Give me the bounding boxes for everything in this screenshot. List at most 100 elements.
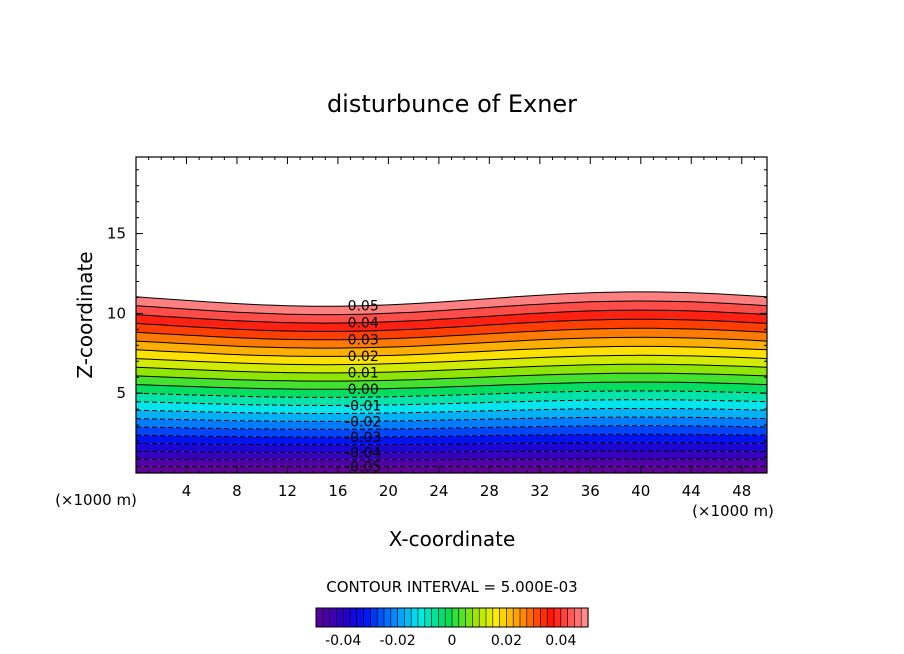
x-tick-label: 4: [182, 482, 192, 500]
x-axis: 4 8 12 16 20 24 28 32 36 40 44 48: [148, 157, 755, 500]
colorbar: [315, 607, 589, 628]
x-tick-label: 16: [328, 482, 347, 500]
contour-band: [136, 442, 767, 453]
colorbar-segment: [444, 607, 453, 628]
contour-line: [135, 354, 768, 366]
y-axis: 5 10 15: [107, 169, 767, 458]
contour-lines: [135, 291, 768, 468]
contour-line: [136, 450, 768, 453]
colorbar-segment: [533, 607, 541, 628]
contour-band: [136, 319, 767, 340]
contour-label: 0.04: [348, 316, 379, 332]
contour-band: [136, 417, 767, 430]
contour-label: 0.03: [348, 332, 379, 348]
colorbar-tick-label: 0.04: [545, 633, 576, 649]
contour-line: [135, 390, 768, 398]
contour-label: -0.04: [345, 445, 381, 461]
colorbar-segment: [410, 607, 419, 628]
x-tick-label: 48: [732, 482, 751, 500]
contour-line: [135, 425, 768, 430]
contour-band: [136, 466, 767, 473]
contour-line: [135, 442, 768, 446]
x-tick-label: 12: [278, 482, 297, 500]
contour-line: [135, 433, 768, 438]
contour-interval-label: CONTOUR INTERVAL = 5.000E-03: [326, 578, 577, 596]
contour-line: [135, 345, 768, 357]
contour-band: [136, 346, 767, 365]
contour-line: [135, 318, 768, 332]
colorbar-segment: [526, 607, 535, 628]
x-unit-left: (×1000 m): [55, 491, 137, 509]
contour-line: [135, 363, 768, 374]
contour-line: [135, 416, 768, 422]
colorbar-segment: [506, 607, 514, 628]
x-tick-label: 8: [232, 482, 242, 500]
colorbar-segment: [315, 607, 324, 628]
colorbar-segment: [329, 607, 338, 628]
contour-line: [135, 336, 768, 349]
colorbar-segment: [342, 607, 351, 628]
contour-band: [136, 373, 767, 390]
contour-label: -0.02: [345, 414, 381, 430]
colorbar-segment: [363, 607, 372, 628]
colorbar-segment: [451, 607, 460, 628]
colorbar-segment: [404, 607, 412, 628]
contour-band: [136, 408, 767, 422]
chart-title: disturbunce of Exner: [327, 90, 577, 118]
colorbar-segment: [383, 607, 392, 628]
y-tick-label: 10: [107, 304, 126, 322]
contour-line: [135, 408, 768, 414]
colorbar-segment: [336, 607, 344, 628]
contour-band: [136, 434, 767, 445]
colorbar-segment: [356, 607, 365, 628]
contour-label: 0.01: [348, 366, 379, 382]
contour-line: [135, 309, 768, 324]
colorbar-segment: [472, 607, 480, 628]
contour-band: [136, 382, 767, 398]
contour-fills: [136, 291, 767, 473]
colorbar-segment: [567, 607, 575, 628]
contour-band: [136, 364, 767, 382]
contour-band: [136, 301, 767, 324]
colorbar-segment: [458, 607, 467, 628]
colorbar-segment: [553, 607, 562, 628]
colorbar-segment: [512, 607, 521, 628]
colorbar-segment: [540, 607, 548, 628]
x-tick-label: 32: [530, 482, 549, 500]
contour-label: 0.05: [348, 299, 379, 315]
contour-line: [135, 399, 768, 407]
contour-label: -0.01: [345, 398, 381, 414]
colorbar-segment: [492, 607, 501, 628]
colorbar-segment: [431, 607, 440, 628]
colorbar-segment: [370, 607, 378, 628]
contour-line: [135, 381, 768, 390]
colorbar-segment: [417, 607, 426, 628]
colorbar-segment: [560, 607, 569, 628]
colorbar-segment: [574, 607, 582, 628]
y-axis-label: Z-coordinate: [73, 251, 97, 378]
colorbar-tick-label: 0: [448, 633, 457, 649]
colorbar-segment: [485, 607, 494, 628]
colorbar-tick-label: 0.02: [491, 633, 522, 649]
colorbar-frame: [315, 607, 589, 628]
colorbar-segment: [376, 607, 385, 628]
x-tick-label: 24: [429, 482, 448, 500]
colorbar-segment: [546, 607, 555, 628]
colorbar-segment: [390, 607, 399, 628]
contour-line: [135, 372, 768, 382]
y-tick-label: 5: [116, 384, 126, 402]
colorbar-segment: [424, 607, 433, 628]
x-axis-label: X-coordinate: [389, 527, 516, 551]
colorbar-segment: [580, 607, 589, 628]
y-tick-label: 15: [107, 225, 126, 243]
contour-band: [136, 390, 767, 406]
x-tick-label: 28: [480, 482, 499, 500]
colorbar-segment: [478, 607, 487, 628]
colorbar-ticks: -0.04 -0.02 0 0.02 0.04: [325, 633, 576, 649]
colorbar-segment: [499, 607, 508, 628]
x-tick-label: 44: [682, 482, 701, 500]
contour-band: [136, 328, 767, 349]
colorbar-segment: [519, 607, 528, 628]
contour-label: -0.05: [345, 460, 381, 476]
